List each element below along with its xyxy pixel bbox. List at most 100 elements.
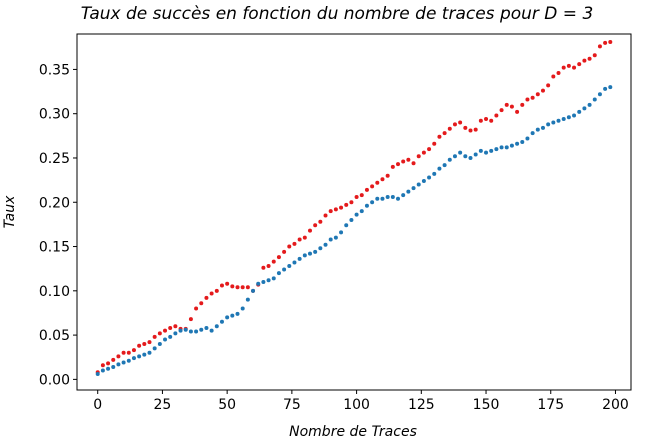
data-point [199,327,204,332]
series-1 [95,39,613,375]
data-point [515,141,520,146]
data-point [121,360,126,365]
x-axis-label: Nombre de Traces [289,424,417,438]
data-point [572,65,577,70]
data-point [447,157,452,162]
data-point [251,288,256,293]
data-point [603,86,608,91]
data-point [204,295,209,300]
y-tick-label: 0.20 [39,195,70,211]
y-axis: 0.00 0.05 0.10 0.15 0.20 0.25 0.30 0.35 [39,62,77,388]
data-point [561,117,566,122]
data-point [157,331,162,336]
data-point [442,163,447,168]
data-point [292,260,297,265]
data-point [447,126,452,131]
data-point [307,228,312,233]
data-point [535,92,540,97]
data-point [390,164,395,169]
data-point [359,193,364,198]
data-point [582,106,587,111]
data-point [116,362,121,367]
data-point [566,63,571,68]
data-point [416,182,421,187]
y-tick-label: 0.15 [39,240,70,256]
data-point [225,315,230,320]
y-tick-label: 0.00 [39,372,70,388]
data-point [566,115,571,120]
data-point [256,281,261,286]
data-point [219,283,224,288]
data-point [230,284,235,289]
data-point [484,150,489,155]
data-point [489,148,494,153]
data-point [173,324,178,329]
data-point [432,141,437,146]
data-point [328,209,333,214]
data-point [468,128,473,133]
data-point [111,357,116,362]
data-point [478,118,483,123]
data-point [230,313,235,318]
data-point [396,162,401,167]
data-point [556,70,561,75]
data-point [349,217,354,222]
data-point [126,358,131,363]
data-point [194,306,199,311]
data-point [442,131,447,136]
data-point [452,122,457,127]
data-point [95,372,100,377]
x-axis: 0 25 50 75 100 125 150 175 200 [93,390,629,413]
data-point [349,200,354,205]
data-point [385,194,390,199]
data-point [344,223,349,228]
data-point [111,364,116,369]
data-point [401,193,406,198]
data-point [147,340,152,345]
data-point [271,259,276,264]
data-point [219,319,224,324]
data-point [328,237,333,242]
data-point [478,148,483,153]
data-point [261,279,266,284]
data-point [333,235,338,240]
data-point [318,219,323,224]
data-point [302,235,307,240]
data-point [271,276,276,281]
data-point [313,223,318,228]
data-point [587,102,592,107]
data-point [266,264,271,269]
data-point [396,196,401,201]
data-point [364,203,369,208]
plot-area [76,33,632,391]
data-point [370,184,375,189]
data-point [540,88,545,93]
data-point [468,155,473,160]
data-point [427,147,432,152]
data-point [235,285,240,290]
data-point [137,354,142,359]
data-point [302,253,307,258]
data-point [339,230,344,235]
data-point [297,237,302,242]
data-point [106,361,111,366]
data-point [421,179,426,184]
data-point [515,109,520,114]
x-tick-label: 75 [283,397,301,413]
data-point [142,341,147,346]
data-point [546,122,551,127]
data-point [484,117,489,122]
x-tick-label: 175 [537,397,564,413]
x-tick-label: 150 [473,397,500,413]
data-point [245,297,250,302]
x-tick-label: 0 [93,397,102,413]
data-point [592,53,597,58]
data-point [204,326,209,331]
data-point [406,189,411,194]
data-point [245,285,250,290]
data-point [572,113,577,118]
data-point [385,173,390,178]
data-point [535,127,540,132]
x-tick-label: 100 [343,397,370,413]
data-point [225,281,230,286]
